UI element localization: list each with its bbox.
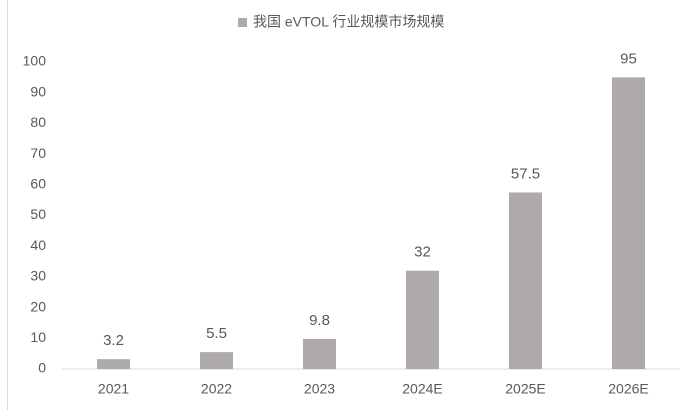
bar <box>200 352 233 369</box>
data-label: 5.5 <box>206 325 227 342</box>
bar <box>509 192 542 369</box>
y-tick-label: 60 <box>30 176 46 192</box>
x-tick-label: 2026E <box>608 381 648 397</box>
bar <box>612 77 645 369</box>
data-label: 3.2 <box>103 332 124 349</box>
data-label: 9.8 <box>309 312 330 329</box>
y-tick-label: 90 <box>30 83 46 99</box>
y-tick-label: 20 <box>30 298 46 314</box>
x-tick-label: 2021 <box>98 381 129 397</box>
bar <box>97 359 130 369</box>
bar <box>406 270 439 369</box>
y-tick-label: 50 <box>30 206 46 222</box>
y-tick-label: 10 <box>30 329 46 345</box>
y-tick-label: 30 <box>30 268 46 284</box>
data-label: 32 <box>414 244 431 261</box>
y-tick-label: 100 <box>23 53 47 69</box>
legend-swatch <box>238 18 247 27</box>
x-tick-label: 2023 <box>304 381 335 397</box>
data-label: 57.5 <box>511 165 540 182</box>
x-tick-label: 2025E <box>505 381 545 397</box>
y-tick-label: 0 <box>38 360 46 376</box>
data-label: 95 <box>620 50 637 67</box>
y-tick-label: 80 <box>30 114 46 130</box>
y-tick-label: 40 <box>30 237 46 253</box>
x-tick-label: 2022 <box>201 381 232 397</box>
bar <box>303 338 336 369</box>
x-tick-label: 2024E <box>402 381 442 397</box>
y-tick-label: 70 <box>30 145 46 161</box>
legend-label: 我国 eVTOL 行业规模市场规模 <box>253 14 444 30</box>
